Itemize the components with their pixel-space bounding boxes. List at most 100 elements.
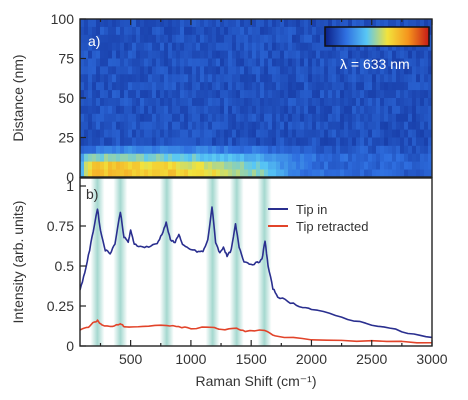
heatmap-cell <box>140 19 145 28</box>
heatmap-cell <box>168 113 173 123</box>
heatmap-cell <box>208 66 213 75</box>
heatmap-cell <box>292 82 297 91</box>
heatmap-cell <box>320 98 325 107</box>
heatmap-cell <box>236 50 241 59</box>
heatmap-cell <box>344 82 349 91</box>
heatmap-cell <box>256 74 261 83</box>
heatmap-cell <box>160 113 165 123</box>
heatmap-cell <box>184 121 189 130</box>
heatmap-cell <box>304 82 309 91</box>
heatmap-cell <box>228 82 233 91</box>
heatmap-cell <box>396 98 401 107</box>
heatmap-cell <box>356 161 361 170</box>
heatmap-cell <box>268 169 273 177</box>
heatmap-cell <box>356 113 361 123</box>
heatmap-cell <box>348 169 353 177</box>
heatmap-cell <box>376 153 381 162</box>
heatmap-cell <box>276 121 281 130</box>
heatmap-cell <box>276 66 281 75</box>
heatmap-cell <box>244 121 249 130</box>
heatmap-cell <box>424 161 429 170</box>
heatmap-cell <box>340 42 345 51</box>
heatmap-cell <box>256 105 261 115</box>
heatmap-cell <box>356 82 361 91</box>
heatmap-cell <box>108 50 113 59</box>
heatmap-cell <box>248 50 253 59</box>
heatmap-cell <box>372 90 377 99</box>
heatmap-cell <box>100 121 105 130</box>
heatmap-cell <box>320 26 325 36</box>
heatmap-cell <box>208 90 213 99</box>
heatmap-cell <box>296 82 301 91</box>
heatmap-cell <box>284 19 289 28</box>
heatmap-cell <box>160 129 165 138</box>
heatmap-cell <box>132 169 137 177</box>
heatmap-cell <box>428 50 432 59</box>
heatmap-cell <box>420 137 425 146</box>
heatmap-cell <box>316 58 321 67</box>
heatmap-cell <box>216 34 221 44</box>
heatmap-cell <box>340 145 345 154</box>
heatmap-cell <box>180 129 185 138</box>
heatmap-cell <box>348 113 353 123</box>
heatmap-cell <box>300 98 305 107</box>
heatmap-cell <box>304 137 309 146</box>
heatmap-cell <box>184 34 189 44</box>
heatmap-cell <box>96 169 101 177</box>
heatmap-cell <box>416 121 421 130</box>
heatmap-cell <box>372 50 377 59</box>
heatmap-cell <box>256 58 261 67</box>
heatmap-cell <box>312 161 317 170</box>
heatmap-cell <box>80 26 85 36</box>
heatmap-cell <box>168 98 173 107</box>
heatmap-cell <box>356 50 361 59</box>
heatmap-cell <box>420 113 425 123</box>
heatmap-cell <box>340 105 345 115</box>
heatmap-cell <box>212 137 217 146</box>
heatmap-cell <box>376 105 381 115</box>
heatmap-cell <box>184 145 189 154</box>
heatmap-cell <box>376 58 381 67</box>
heatmap-cell <box>236 121 241 130</box>
heatmap-cell <box>316 145 321 154</box>
heatmap-cell <box>140 121 145 130</box>
heatmap-cell <box>396 66 401 75</box>
heatmap-cell <box>228 169 233 177</box>
heatmap-cell <box>200 137 205 146</box>
heatmap-cell <box>392 50 397 59</box>
heatmap-cell <box>348 105 353 115</box>
heatmap-cell <box>424 82 429 91</box>
heatmap-cell <box>420 90 425 99</box>
heatmap-cell <box>120 153 125 162</box>
heatmap-cell <box>240 153 245 162</box>
heatmap-cell <box>228 145 233 154</box>
heatmap-cell <box>188 90 193 99</box>
heatmap-cell <box>332 19 337 28</box>
heatmap-cell <box>360 66 365 75</box>
heatmap-cell <box>300 129 305 138</box>
heatmap-cell <box>388 90 393 99</box>
heatmap-cell <box>136 105 141 115</box>
x-tick-label: 1000 <box>175 351 206 367</box>
heatmap-cell <box>176 129 181 138</box>
heatmap-cell <box>396 169 401 177</box>
heatmap-cell <box>300 145 305 154</box>
heatmap-cell <box>304 19 309 28</box>
heatmap-cell <box>80 161 85 170</box>
heatmap-cell <box>344 50 349 59</box>
heatmap-cell <box>244 113 249 123</box>
heatmap-cell <box>284 58 289 67</box>
heatmap-cell <box>200 74 205 83</box>
heatmap-cell <box>276 145 281 154</box>
heatmap-cell <box>100 50 105 59</box>
heatmap-cell <box>132 113 137 123</box>
heatmap-cell <box>256 98 261 107</box>
heatmap-cell <box>308 129 313 138</box>
heatmap-cell <box>428 105 432 115</box>
heatmap-cell <box>204 42 209 51</box>
heatmap-cell <box>248 42 253 51</box>
heatmap-cell <box>348 98 353 107</box>
heatmap-cell <box>380 74 385 83</box>
heatmap-cell <box>304 50 309 59</box>
heatmap-cell <box>100 113 105 123</box>
